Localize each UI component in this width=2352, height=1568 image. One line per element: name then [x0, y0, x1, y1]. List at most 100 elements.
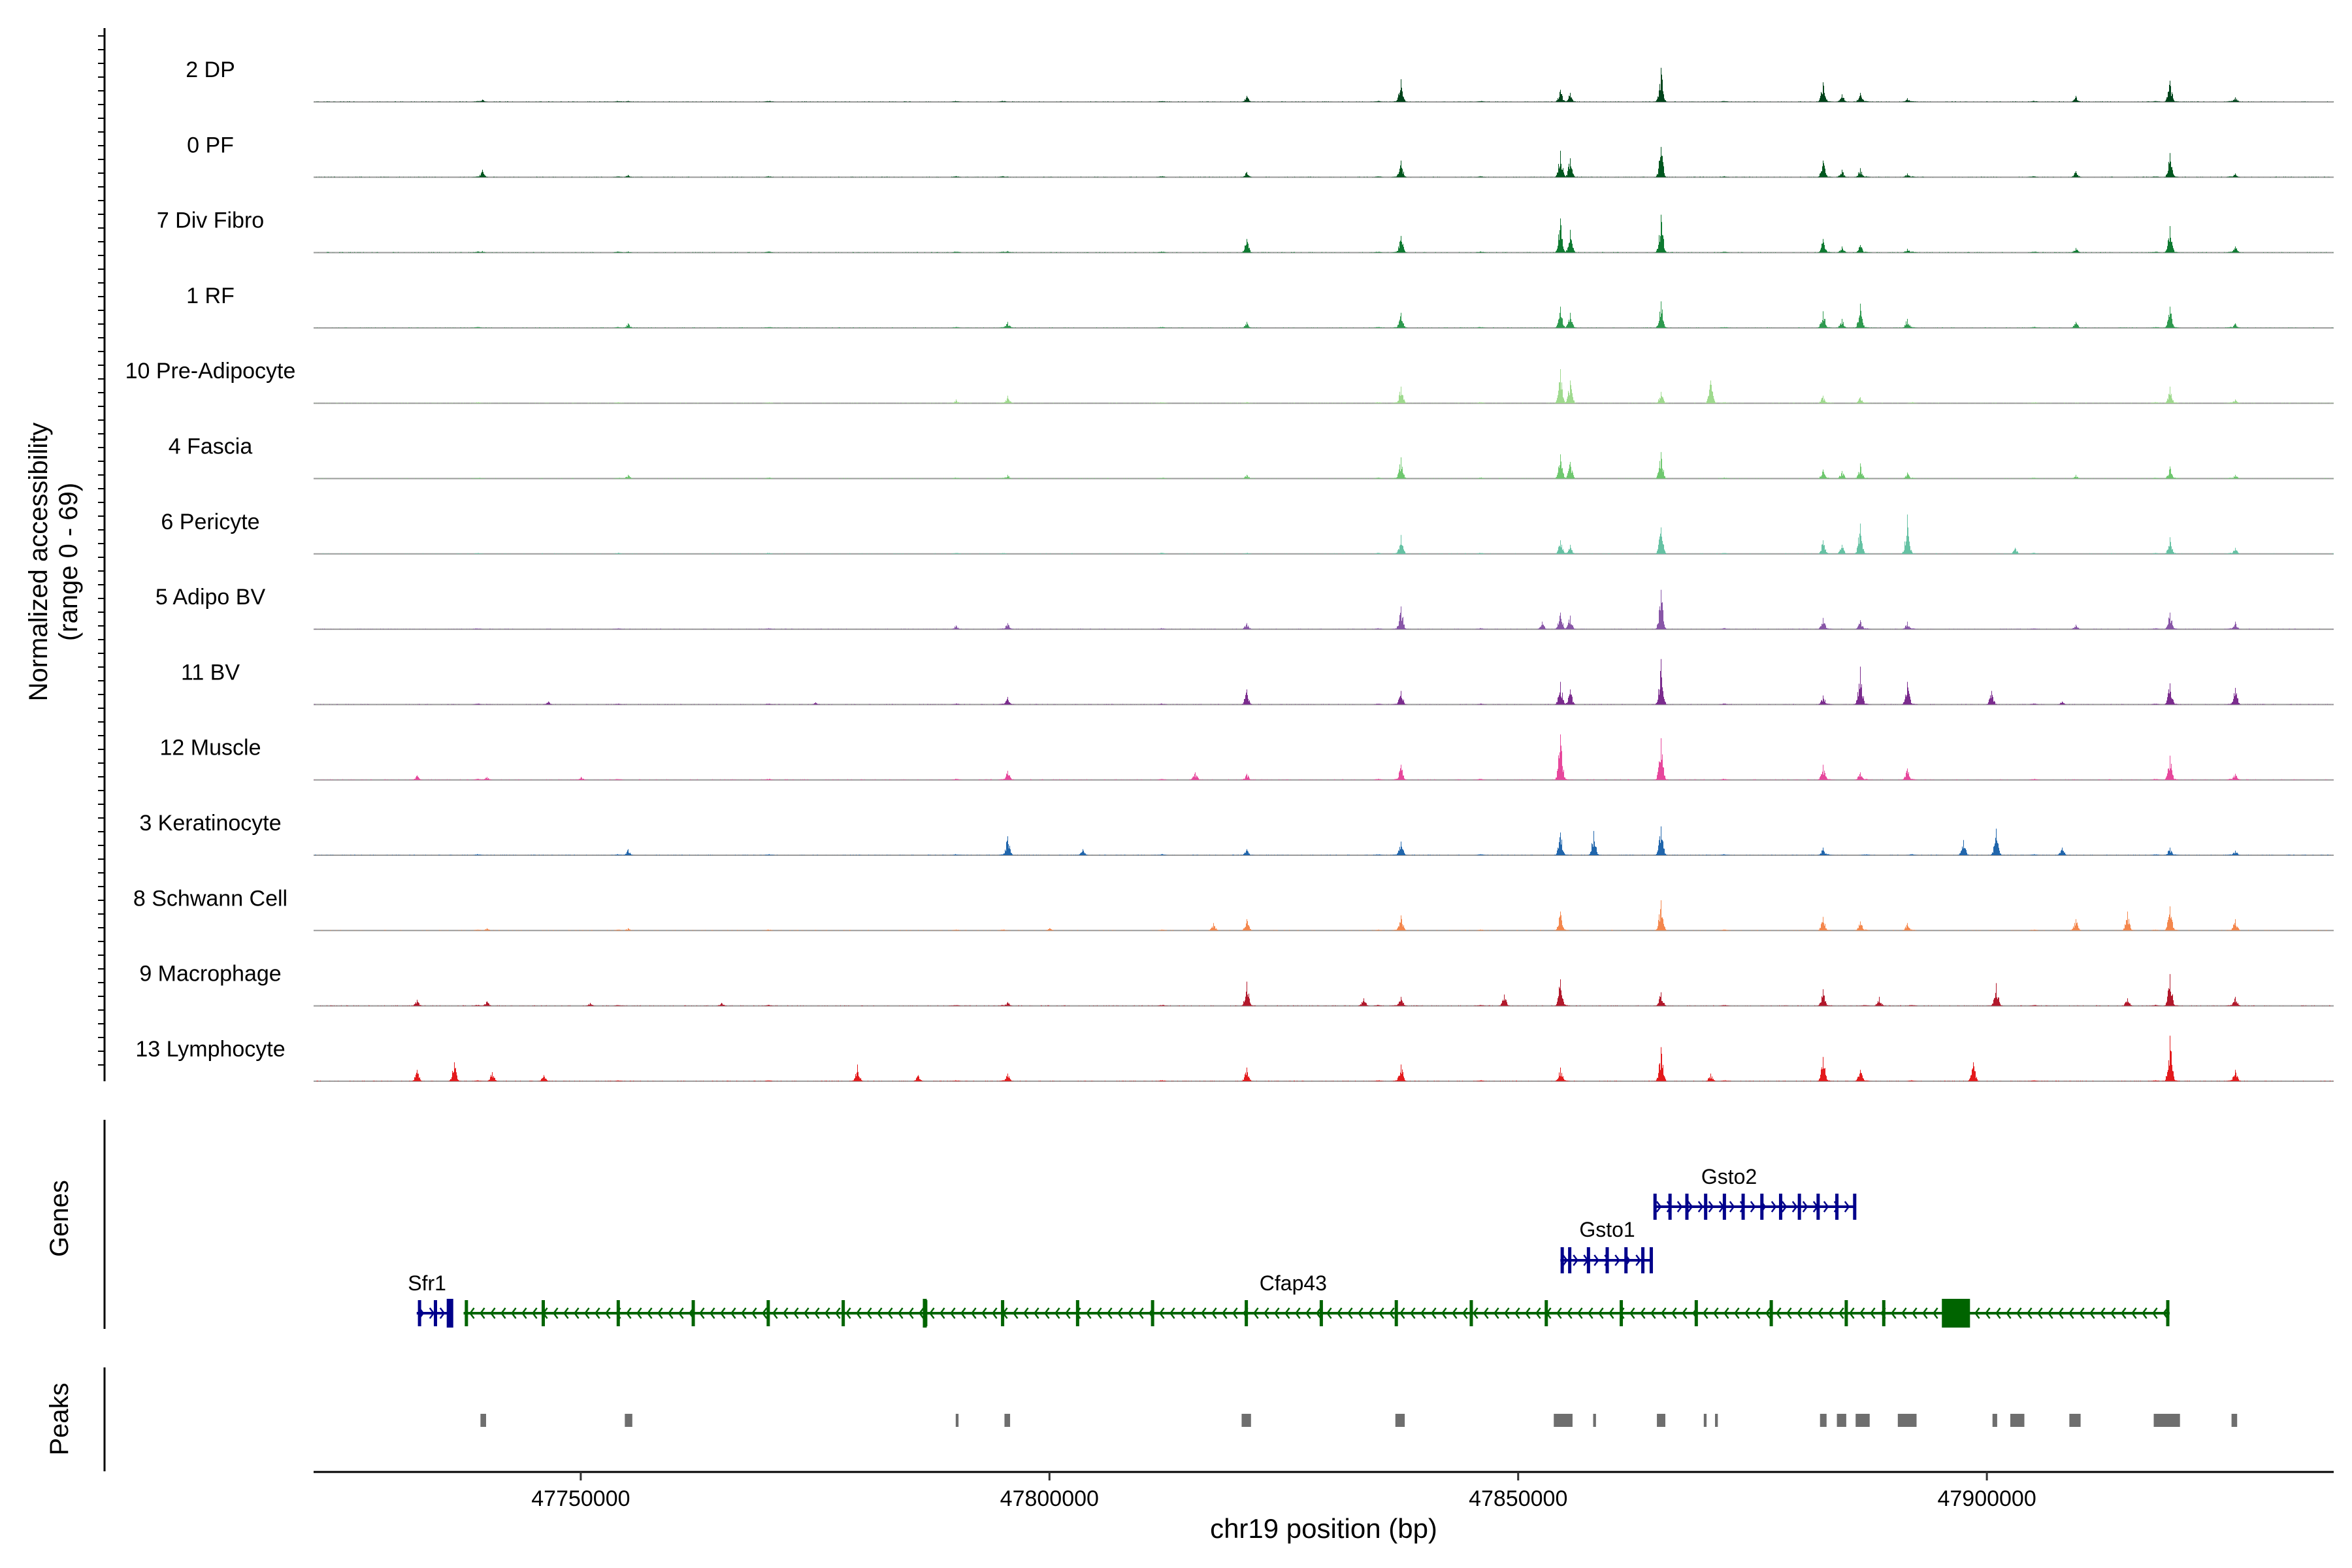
- gene-label: Sfr1: [408, 1271, 446, 1295]
- peak-region: [480, 1414, 487, 1427]
- track-label: 9 Macrophage: [139, 962, 281, 987]
- peak-region: [1004, 1414, 1011, 1427]
- gene-sfr1: Sfr1: [408, 1271, 453, 1328]
- track-label: 3 Keratinocyte: [139, 811, 281, 836]
- track-label: 8 Schwann Cell: [133, 886, 287, 911]
- peak-region: [2069, 1414, 2081, 1427]
- x-axis-title: chr19 position (bp): [1210, 1513, 1437, 1544]
- peak-region: [1554, 1414, 1573, 1427]
- exon: [1568, 1247, 1572, 1273]
- ylabel-line-2: (range 0 - 69): [54, 483, 83, 641]
- exon: [691, 1300, 695, 1326]
- coverage-ylabel: Normalized accessibility (range 0 - 69): [24, 423, 83, 702]
- exon: [1624, 1247, 1628, 1273]
- x-tick-label: 47800000: [1000, 1486, 1099, 1511]
- track-8: 5 Adipo BV: [155, 585, 2334, 630]
- ylabel-line-1: Normalized accessibility: [24, 423, 53, 702]
- x-tick-label: 47850000: [1469, 1486, 1567, 1511]
- exon: [1586, 1247, 1590, 1273]
- track-1: 2 DP: [186, 57, 2334, 103]
- peak-region: [1897, 1414, 1917, 1427]
- exon: [1668, 1194, 1672, 1220]
- track-label: 5 Adipo BV: [155, 585, 266, 610]
- exon: [465, 1300, 468, 1326]
- peak-region: [1820, 1414, 1827, 1427]
- exon: [1151, 1300, 1154, 1326]
- track-11: 3 Keratinocyte: [139, 811, 2334, 856]
- genes-track: Genes Gsto2 Gsto1 Sfr1 Cfap43: [45, 1120, 2170, 1329]
- exon: [1853, 1194, 1857, 1220]
- track-label: 1 RF: [186, 284, 235, 308]
- track-label: 13 Lymphocyte: [135, 1037, 285, 1062]
- exon: [1694, 1300, 1698, 1326]
- peak-region: [2010, 1414, 2025, 1427]
- track-12: 8 Schwann Cell: [133, 886, 2334, 932]
- track-9: 11 BV: [181, 659, 2334, 706]
- exon: [446, 1299, 453, 1328]
- gene-label: Gsto2: [1701, 1165, 1757, 1188]
- exon-block: [1942, 1299, 1970, 1328]
- gene-gsto1: Gsto1: [1560, 1218, 1653, 1273]
- gene-cfap43: Cfap43: [463, 1271, 2170, 1328]
- peak-region: [1992, 1414, 1997, 1427]
- genes-track-label: Genes: [45, 1180, 74, 1257]
- exon: [1319, 1300, 1323, 1326]
- track-label: 12 Muscle: [160, 736, 261, 760]
- track-label: 0 PF: [187, 133, 234, 157]
- track-label: 2 DP: [186, 57, 235, 82]
- exon: [1544, 1300, 1548, 1326]
- track-7: 6 Pericyte: [161, 510, 2334, 555]
- track-label: 10 Pre-Adipocyte: [125, 359, 296, 384]
- exon: [1882, 1300, 1886, 1326]
- exon: [1641, 1247, 1645, 1273]
- genes-group: Gsto2 Gsto1 Sfr1 Cfap43: [408, 1165, 2170, 1328]
- exon: [1245, 1300, 1249, 1326]
- coverage-y-axis: [98, 28, 106, 1081]
- peaks-track-label: Peaks: [45, 1382, 74, 1455]
- peak-region: [1855, 1414, 1870, 1427]
- exon: [1760, 1194, 1764, 1220]
- exon: [1649, 1247, 1653, 1273]
- exon: [1560, 1247, 1564, 1273]
- exon: [841, 1300, 845, 1326]
- exon: [1075, 1300, 1079, 1326]
- peak-region: [1241, 1414, 1251, 1427]
- peak-region: [1395, 1414, 1405, 1427]
- exon: [1620, 1300, 1624, 1326]
- track-2: 0 PF: [187, 133, 2334, 178]
- track-label: 6 Pericyte: [161, 510, 259, 534]
- track-label: 4 Fascia: [169, 434, 253, 459]
- track-3: 7 Div Fibro: [157, 208, 2334, 253]
- x-axis: 47750000 47800000 47850000 47900000 chr19 p…: [314, 1471, 2334, 1544]
- track-label: 11 BV: [181, 660, 240, 685]
- peak-region: [1703, 1414, 1707, 1427]
- gene-label: Gsto1: [1579, 1218, 1635, 1241]
- exon: [1844, 1300, 1848, 1326]
- exon: [923, 1299, 927, 1328]
- track-4: 1 RF: [186, 284, 2334, 329]
- track-6: 4 Fascia: [169, 434, 2334, 480]
- peak-region: [1657, 1414, 1665, 1427]
- exon: [1605, 1247, 1609, 1273]
- peaks-group: [480, 1414, 2238, 1427]
- exon: [766, 1300, 770, 1326]
- x-ticks: 47750000 47800000 47850000 47900000: [531, 1472, 2036, 1511]
- peak-region: [955, 1414, 959, 1427]
- exon: [2166, 1300, 2170, 1326]
- strand-arrows: [469, 1307, 2168, 1319]
- exon: [1741, 1194, 1745, 1220]
- gene-gsto2: Gsto2: [1653, 1165, 1857, 1220]
- exon: [1835, 1194, 1839, 1220]
- exon: [1769, 1300, 1773, 1326]
- exon: [434, 1300, 438, 1326]
- exon: [1685, 1194, 1689, 1220]
- exon: [1394, 1300, 1398, 1326]
- track-label: 7 Div Fibro: [157, 208, 264, 233]
- exon: [1469, 1300, 1473, 1326]
- peak-region: [1593, 1414, 1596, 1427]
- peaks-track: Peaks: [45, 1367, 2238, 1471]
- peak-region: [1837, 1414, 1846, 1427]
- x-tick-label: 47900000: [1937, 1486, 2036, 1511]
- x-tick-label: 47750000: [531, 1486, 630, 1511]
